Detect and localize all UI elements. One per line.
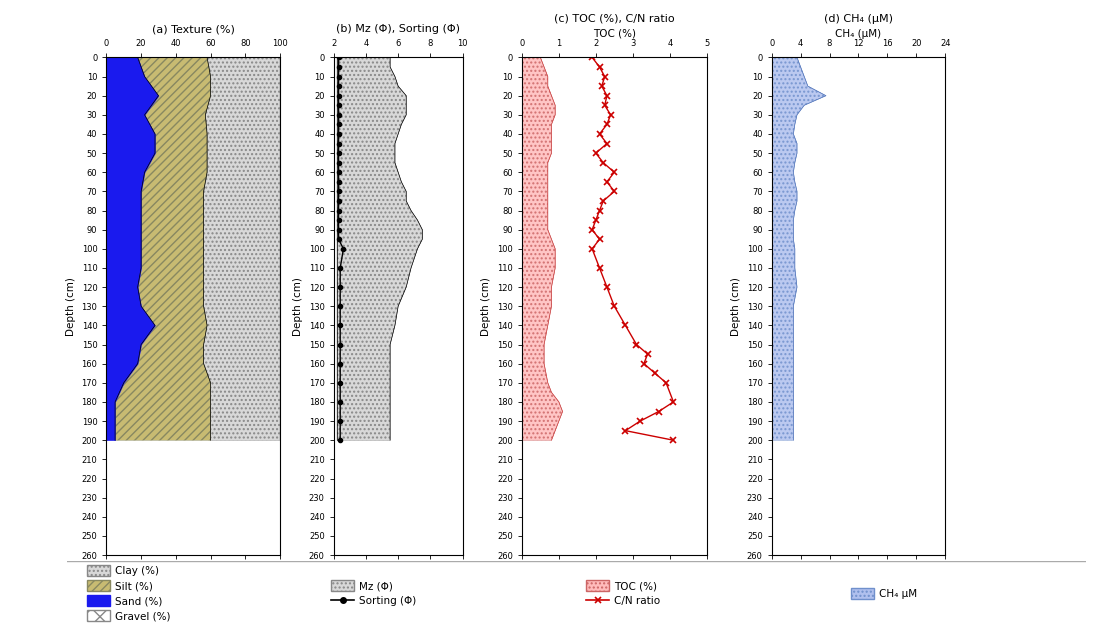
Y-axis label: Depth (cm): Depth (cm): [293, 277, 304, 336]
Y-axis label: Depth (cm): Depth (cm): [66, 277, 76, 336]
Y-axis label: Depth (cm): Depth (cm): [482, 277, 492, 336]
Title: (b) Mz (Φ), Sorting (Φ): (b) Mz (Φ), Sorting (Φ): [336, 24, 460, 34]
Y-axis label: Depth (cm): Depth (cm): [731, 277, 741, 336]
FancyBboxPatch shape: [57, 561, 1096, 626]
X-axis label: TOC (%): TOC (%): [592, 29, 636, 39]
X-axis label: CH₄ (μM): CH₄ (μM): [836, 29, 881, 39]
Title: (d) CH₄ (μM): (d) CH₄ (μM): [824, 13, 893, 24]
Title: (a) Texture (%): (a) Texture (%): [152, 24, 234, 34]
Title: (c) TOC (%), C/N ratio: (c) TOC (%), C/N ratio: [554, 13, 674, 24]
X-axis label: C/N ratio: C/N ratio: [591, 577, 637, 587]
Legend: CH₄ μM: CH₄ μM: [847, 584, 922, 603]
